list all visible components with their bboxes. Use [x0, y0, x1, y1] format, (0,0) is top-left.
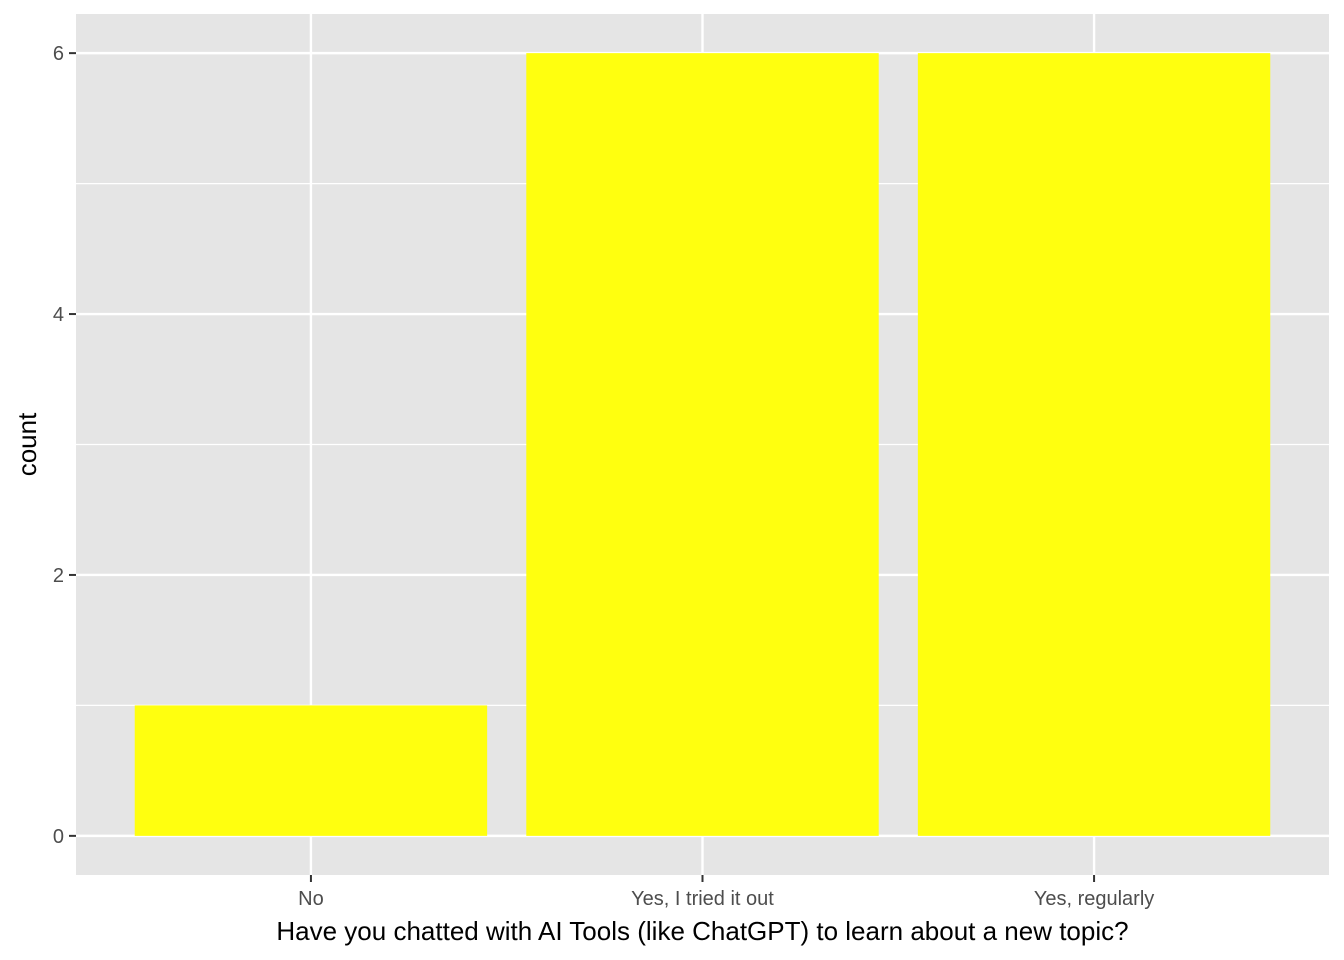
bar: [134, 705, 488, 836]
y-tick-label: 6: [53, 43, 64, 65]
x-tick-label: No: [298, 888, 324, 910]
y-tick-label: 2: [53, 565, 64, 587]
bar: [917, 53, 1271, 836]
y-tick-label: 0: [53, 826, 64, 848]
x-axis-title: Have you chatted with AI Tools (like Cha…: [276, 916, 1128, 946]
x-axis: No Yes, I tried it out Yes, regularly: [298, 875, 1154, 910]
bar: [526, 53, 879, 836]
y-axis: 0 2 4 6: [53, 43, 76, 848]
x-tick-label: Yes, I tried it out: [631, 888, 774, 910]
y-tick-label: 4: [53, 304, 64, 326]
x-tick-label: Yes, regularly: [1034, 888, 1154, 910]
bars: [134, 53, 1271, 836]
y-axis-title: count: [12, 412, 42, 476]
